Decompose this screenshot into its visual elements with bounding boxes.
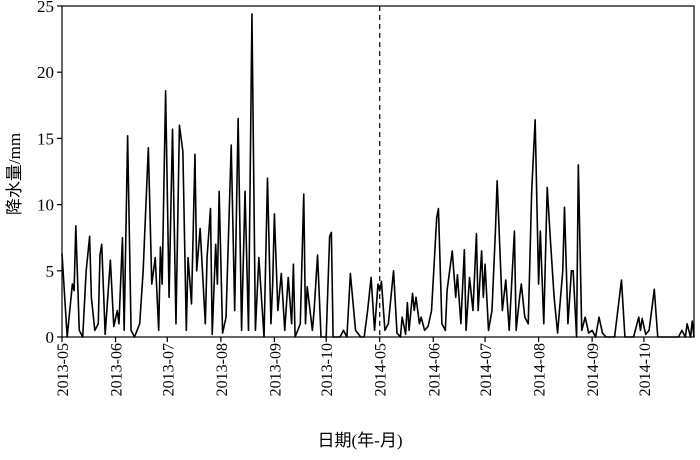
x-tick-label: 2013-08 (214, 343, 231, 396)
x-tick-label: 2013-06 (109, 343, 126, 396)
x-tick-label: 2013-10 (319, 343, 336, 396)
x-axis-label: 日期(年-月) (318, 431, 403, 450)
plot-frame (61, 5, 695, 338)
y-tick-label: 15 (37, 129, 54, 148)
x-tick-label: 2013-09 (267, 343, 284, 396)
precip-line (61, 13, 695, 338)
x-tick-label: 2014-10 (637, 343, 654, 396)
y-tick-label: 25 (37, 0, 54, 16)
x-tick-label: 2014-09 (585, 343, 602, 396)
y-tick-label: 20 (37, 63, 54, 82)
y-axis-label: 降水量/mm (5, 133, 24, 215)
x-tick-label: 2014-07 (478, 343, 495, 396)
y-tick-label: 5 (46, 262, 55, 281)
x-tick-label: 2013-07 (160, 343, 177, 396)
x-tick-label: 2014-06 (426, 343, 443, 396)
x-tick-label: 2014-08 (532, 343, 549, 396)
x-tick-label: 2013-05 (55, 343, 72, 396)
x-tick-label: 2014-05 (373, 343, 390, 396)
y-tick-label: 10 (37, 196, 54, 215)
y-tick-label: 0 (46, 328, 55, 347)
